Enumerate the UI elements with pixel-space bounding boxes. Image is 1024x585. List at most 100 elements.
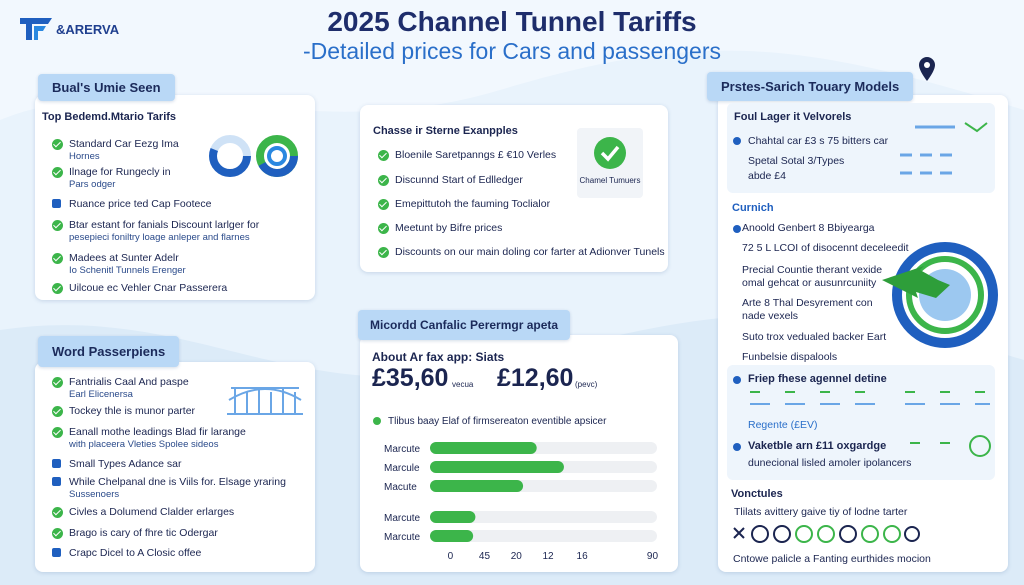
item-text: Standard Car Eezg Ima	[69, 138, 179, 150]
text: Precial Countie therant vexide	[742, 264, 883, 276]
item-sub: Sussenoers	[69, 489, 120, 500]
category-label: Marcute	[384, 513, 421, 524]
bar-track	[430, 511, 657, 523]
item-sub: Hornes	[69, 151, 100, 162]
icon	[52, 167, 63, 178]
section-title: Curnich	[732, 202, 774, 214]
bullet	[733, 137, 741, 145]
item-text: Discunnd Start of Edlledger	[395, 174, 523, 186]
wave	[0, 0, 1024, 120]
item-text: Eanall mothe leadings Blad fir larange	[69, 426, 246, 438]
subtitle: -Detailed prices for Cars and passengers	[302, 38, 722, 64]
pin-icon	[919, 57, 935, 81]
price: £35,60	[372, 364, 449, 392]
category-label: Marcule	[384, 463, 420, 474]
text: Anoold Genbert 8 Bbiyearga	[742, 222, 875, 234]
icon	[52, 528, 63, 539]
icon	[52, 253, 63, 264]
icon	[52, 199, 61, 208]
x-tick-label: 16	[577, 551, 589, 562]
x-tick-label: 45	[479, 551, 491, 562]
text: Tlilats avittery gaive tiy of lodne tart…	[734, 506, 908, 518]
item-text: Discounts on our main doling cor farter …	[395, 246, 665, 258]
text: 72 5 L LCOI of disocennt deceleedit	[742, 242, 909, 254]
text: Funbelsie dispalools	[742, 351, 838, 363]
text: Arte 8 Thal Desyrement con	[742, 297, 873, 309]
box-title: Foul Lager it Velvorels	[734, 111, 852, 123]
bar	[430, 461, 564, 473]
item-text: Meetunt by Bifre prices	[395, 222, 503, 234]
bullet	[733, 376, 741, 384]
x-tick-label: 12	[542, 551, 554, 562]
icon	[52, 220, 63, 231]
icon	[52, 427, 63, 438]
icon	[52, 477, 61, 486]
tab: Bual's Umie Seen	[38, 74, 175, 101]
icon	[378, 175, 389, 186]
icon	[52, 507, 63, 518]
text: Spetal Sotal 3/Types	[748, 155, 845, 167]
icons	[900, 122, 988, 175]
item-sub: Io Schenitl Tunnels Erenger	[69, 265, 186, 276]
icon	[378, 150, 389, 161]
bar	[430, 480, 524, 492]
heading: Chasse ir Sterne Exanpples	[373, 125, 518, 137]
icon	[378, 199, 389, 210]
tab: Word Passerpiens	[38, 336, 180, 367]
category-label: Macute	[384, 482, 417, 493]
icon	[52, 548, 61, 557]
item-text: Crapc Dicel to A Closic offee	[69, 547, 202, 559]
text: dunecional lisled amoler ipolancers	[748, 457, 912, 469]
heading: Top Bedemd.Mtario Tarifs	[42, 111, 177, 123]
item-sub: with placeera Vleties Spolee sideos	[69, 439, 219, 450]
price-unit: vecua	[452, 380, 474, 389]
x-tick-label: 90	[647, 551, 659, 562]
text: Regente (£EV)	[748, 419, 818, 431]
logo-icon	[20, 18, 52, 40]
icons	[750, 391, 991, 457]
tab: Prstes-Sarich Touary Models	[707, 72, 914, 101]
box-title: Vaketble arn £11 oxgardge	[748, 440, 887, 452]
text: Suto trox vedualed backer Eart	[742, 331, 887, 343]
item-text: Btar estant for fanials Discount larlger…	[69, 219, 260, 231]
heading: About Ar fax app: Siats	[372, 350, 505, 364]
item-text: Madees at Sunter Adelr	[69, 252, 179, 264]
box	[727, 103, 995, 193]
x-tick-label: 0	[448, 551, 454, 562]
item-text: Bloenile Saretpanngs £ €10 Verles	[395, 149, 557, 161]
icon	[52, 459, 61, 468]
category-label: Marcute	[384, 532, 421, 543]
icon	[52, 283, 63, 294]
badge-text: Chamel Tumuers	[579, 176, 641, 185]
item-sub: Earl Elicenersa	[69, 389, 133, 400]
price: £12,60	[497, 364, 574, 392]
item-text: Civles a Dolumend Clalder erlarges	[69, 506, 235, 518]
bullet	[733, 225, 741, 233]
item-text: Tockey thle is munor parter	[69, 405, 196, 417]
box	[727, 365, 995, 480]
item-sub: Pars odger	[69, 179, 116, 190]
badge-box: Chamel Tumuers	[577, 128, 643, 198]
item-text: Emepittutoh the fauming Toclialor	[395, 198, 551, 210]
item-text: Fantrialis Caal And paspe	[69, 376, 189, 388]
icon	[52, 406, 63, 417]
text: omal gehcat or ausunrcuniity	[742, 277, 877, 289]
title: 2025 Channel Tunnel Tariffs	[327, 6, 697, 37]
gauge-illustration	[882, 242, 998, 348]
icon	[378, 223, 389, 234]
panel	[35, 95, 315, 300]
price-unit: (pevc)	[575, 380, 598, 389]
bar	[430, 442, 537, 454]
bullet	[733, 443, 741, 451]
item-text: Small Types Adance sar	[69, 458, 182, 470]
icon	[52, 377, 63, 388]
donut-charts	[209, 135, 298, 177]
tab: Micordd Canfalic Perermgr apeta	[358, 310, 571, 340]
bar	[430, 530, 474, 542]
text: nade vexels	[742, 310, 799, 322]
x-tick-label: 20	[511, 551, 523, 562]
item-text: Ilnage for Rungecly in	[69, 166, 171, 178]
item-text: Brago is cary of fhre tic Odergar	[69, 527, 218, 539]
icon	[378, 247, 389, 258]
